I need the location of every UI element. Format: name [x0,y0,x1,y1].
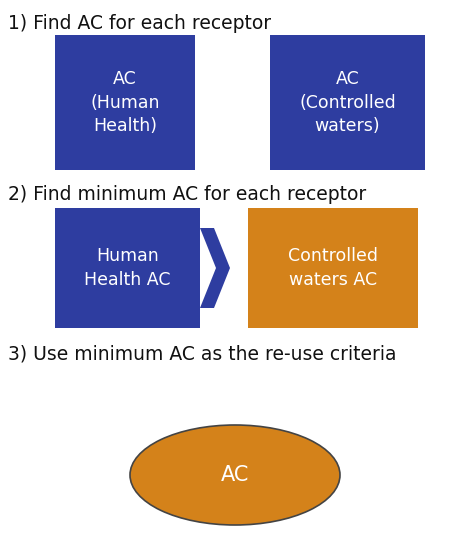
Text: 2) Find minimum AC for each receptor: 2) Find minimum AC for each receptor [8,185,366,204]
Text: AC: AC [221,465,249,485]
Ellipse shape [130,425,340,525]
Text: 1) Find AC for each receptor: 1) Find AC for each receptor [8,14,271,33]
Bar [55,208,200,328]
Polygon shape [200,228,230,308]
Text: AC
(Human
Health): AC (Human Health) [90,70,160,135]
Text: 3) Use minimum AC as the re-use criteria: 3) Use minimum AC as the re-use criteria [8,345,397,364]
Text: Controlled
waters AC: Controlled waters AC [288,247,378,289]
Bar [248,208,418,328]
Text: Human
Health AC: Human Health AC [84,247,171,289]
Text: AC
(Controlled
waters): AC (Controlled waters) [299,70,396,135]
Bar [55,35,195,170]
Bar [270,35,425,170]
